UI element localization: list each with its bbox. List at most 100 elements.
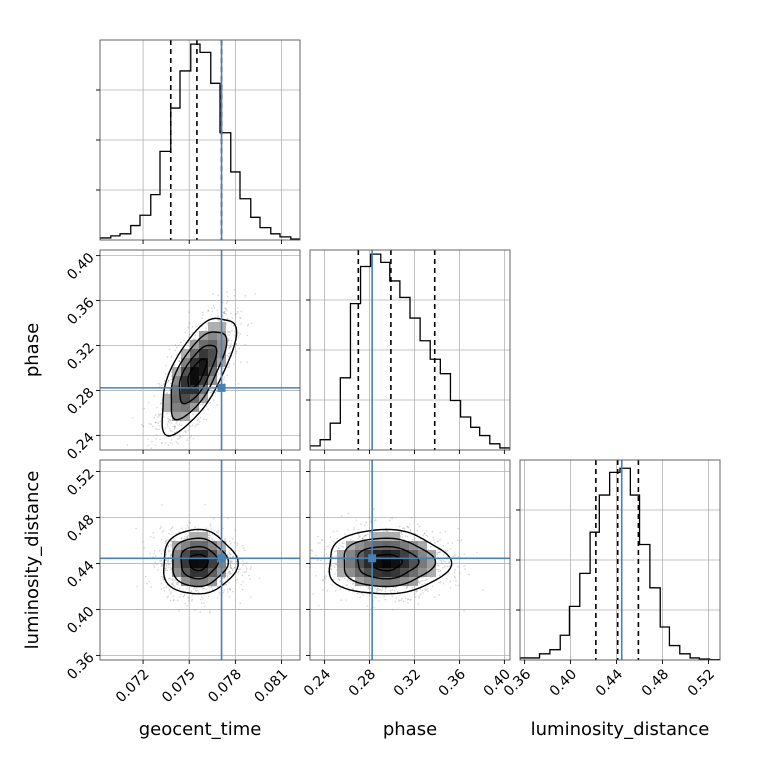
scatter-point [303, 580, 305, 582]
density-cell [208, 568, 217, 577]
scatter-point [188, 322, 191, 325]
scatter-point [194, 338, 197, 341]
scatter-point [369, 587, 372, 589]
scatter-point [208, 532, 210, 535]
scatter-point [360, 592, 363, 595]
scatter-point [168, 589, 170, 591]
scatter-point [229, 553, 231, 556]
scatter-point [347, 512, 350, 515]
scatter-point [203, 587, 205, 589]
scatter-point [317, 535, 319, 538]
scatter-point [144, 575, 147, 578]
scatter-point [180, 424, 183, 427]
y-tick-label: 0.40 [64, 604, 97, 637]
density-cell [199, 550, 208, 559]
scatter-point [160, 525, 163, 528]
scatter-point [400, 599, 403, 601]
scatter-point [152, 425, 154, 428]
scatter-point [143, 547, 145, 549]
scatter-point [183, 339, 185, 342]
scatter-point [160, 403, 162, 405]
density-cell [400, 577, 409, 586]
scatter-point [191, 424, 194, 427]
density-cell [337, 559, 346, 568]
scatter-point [453, 572, 456, 574]
scatter-point [237, 332, 240, 334]
scatter-point [242, 560, 244, 562]
scatter-point [228, 573, 230, 575]
contour-line [178, 344, 218, 405]
scatter-point [163, 380, 166, 382]
scatter-point [223, 378, 225, 381]
scatter-point [414, 537, 416, 540]
scatter-point [154, 414, 157, 417]
scatter-point [245, 571, 247, 573]
scatter-point [171, 583, 173, 585]
scatter-point [207, 595, 210, 597]
histogram-panel-geocent_time [100, 40, 300, 240]
density-cell [190, 577, 199, 586]
scatter-point [217, 530, 220, 532]
scatter-point [169, 427, 171, 430]
scatter-point [195, 590, 197, 592]
scatter-point [173, 365, 175, 367]
scatter-point [402, 600, 405, 602]
density-cell [208, 358, 217, 367]
scatter-point [143, 407, 146, 410]
scatter-point [225, 313, 227, 315]
scatter-point [162, 530, 165, 532]
scatter-point [176, 599, 179, 602]
truth-marker [368, 554, 377, 563]
scatter-point [414, 596, 417, 599]
scatter-point [202, 597, 204, 600]
scatter-point [464, 568, 467, 570]
scatter-point [170, 569, 172, 571]
scatter-point [186, 535, 189, 537]
scatter-point [149, 553, 151, 555]
scatter-point [453, 575, 456, 578]
scatter-point [335, 555, 337, 558]
density-cell [346, 568, 355, 577]
scatter-point [201, 317, 203, 319]
scatter-point [449, 548, 452, 550]
scatter-point [249, 596, 252, 598]
scatter-point [228, 339, 230, 342]
scatter-point [169, 592, 172, 595]
scatter-point [225, 583, 227, 586]
scatter-point [418, 595, 420, 597]
scatter-point [171, 443, 174, 445]
scatter-point [410, 598, 412, 601]
scatter-point [413, 593, 416, 595]
scatter-point [325, 575, 328, 577]
scatter-point [363, 535, 365, 538]
scatter-point [171, 578, 173, 581]
scatter-point [442, 554, 445, 556]
scatter-point [385, 588, 387, 590]
scatter-point [228, 347, 230, 349]
scatter-point [223, 312, 225, 314]
scatter-point [347, 578, 350, 581]
scatter-point [247, 323, 249, 326]
scatter-point [227, 340, 230, 342]
scatter-point [224, 307, 226, 310]
scatter-point [228, 337, 230, 340]
scatter-point [231, 317, 233, 319]
density-cell [190, 541, 199, 550]
scatter-point [126, 444, 129, 446]
scatter-point [246, 568, 248, 570]
density-cell [409, 541, 418, 550]
scatter-point [177, 466, 179, 468]
y-axis-label-phase: phase [22, 323, 43, 377]
scatter-point [345, 599, 347, 601]
density-cell [400, 541, 409, 550]
scatter-point [187, 526, 190, 529]
density-cell [346, 550, 355, 559]
scatter-point [165, 586, 168, 588]
scatter-point [448, 565, 450, 568]
scatter-point [406, 586, 408, 588]
density-cell [208, 331, 217, 340]
scatter-point [156, 428, 158, 431]
scatter-point [177, 442, 179, 445]
scatter-point [144, 466, 146, 468]
scatter-point [369, 591, 372, 593]
